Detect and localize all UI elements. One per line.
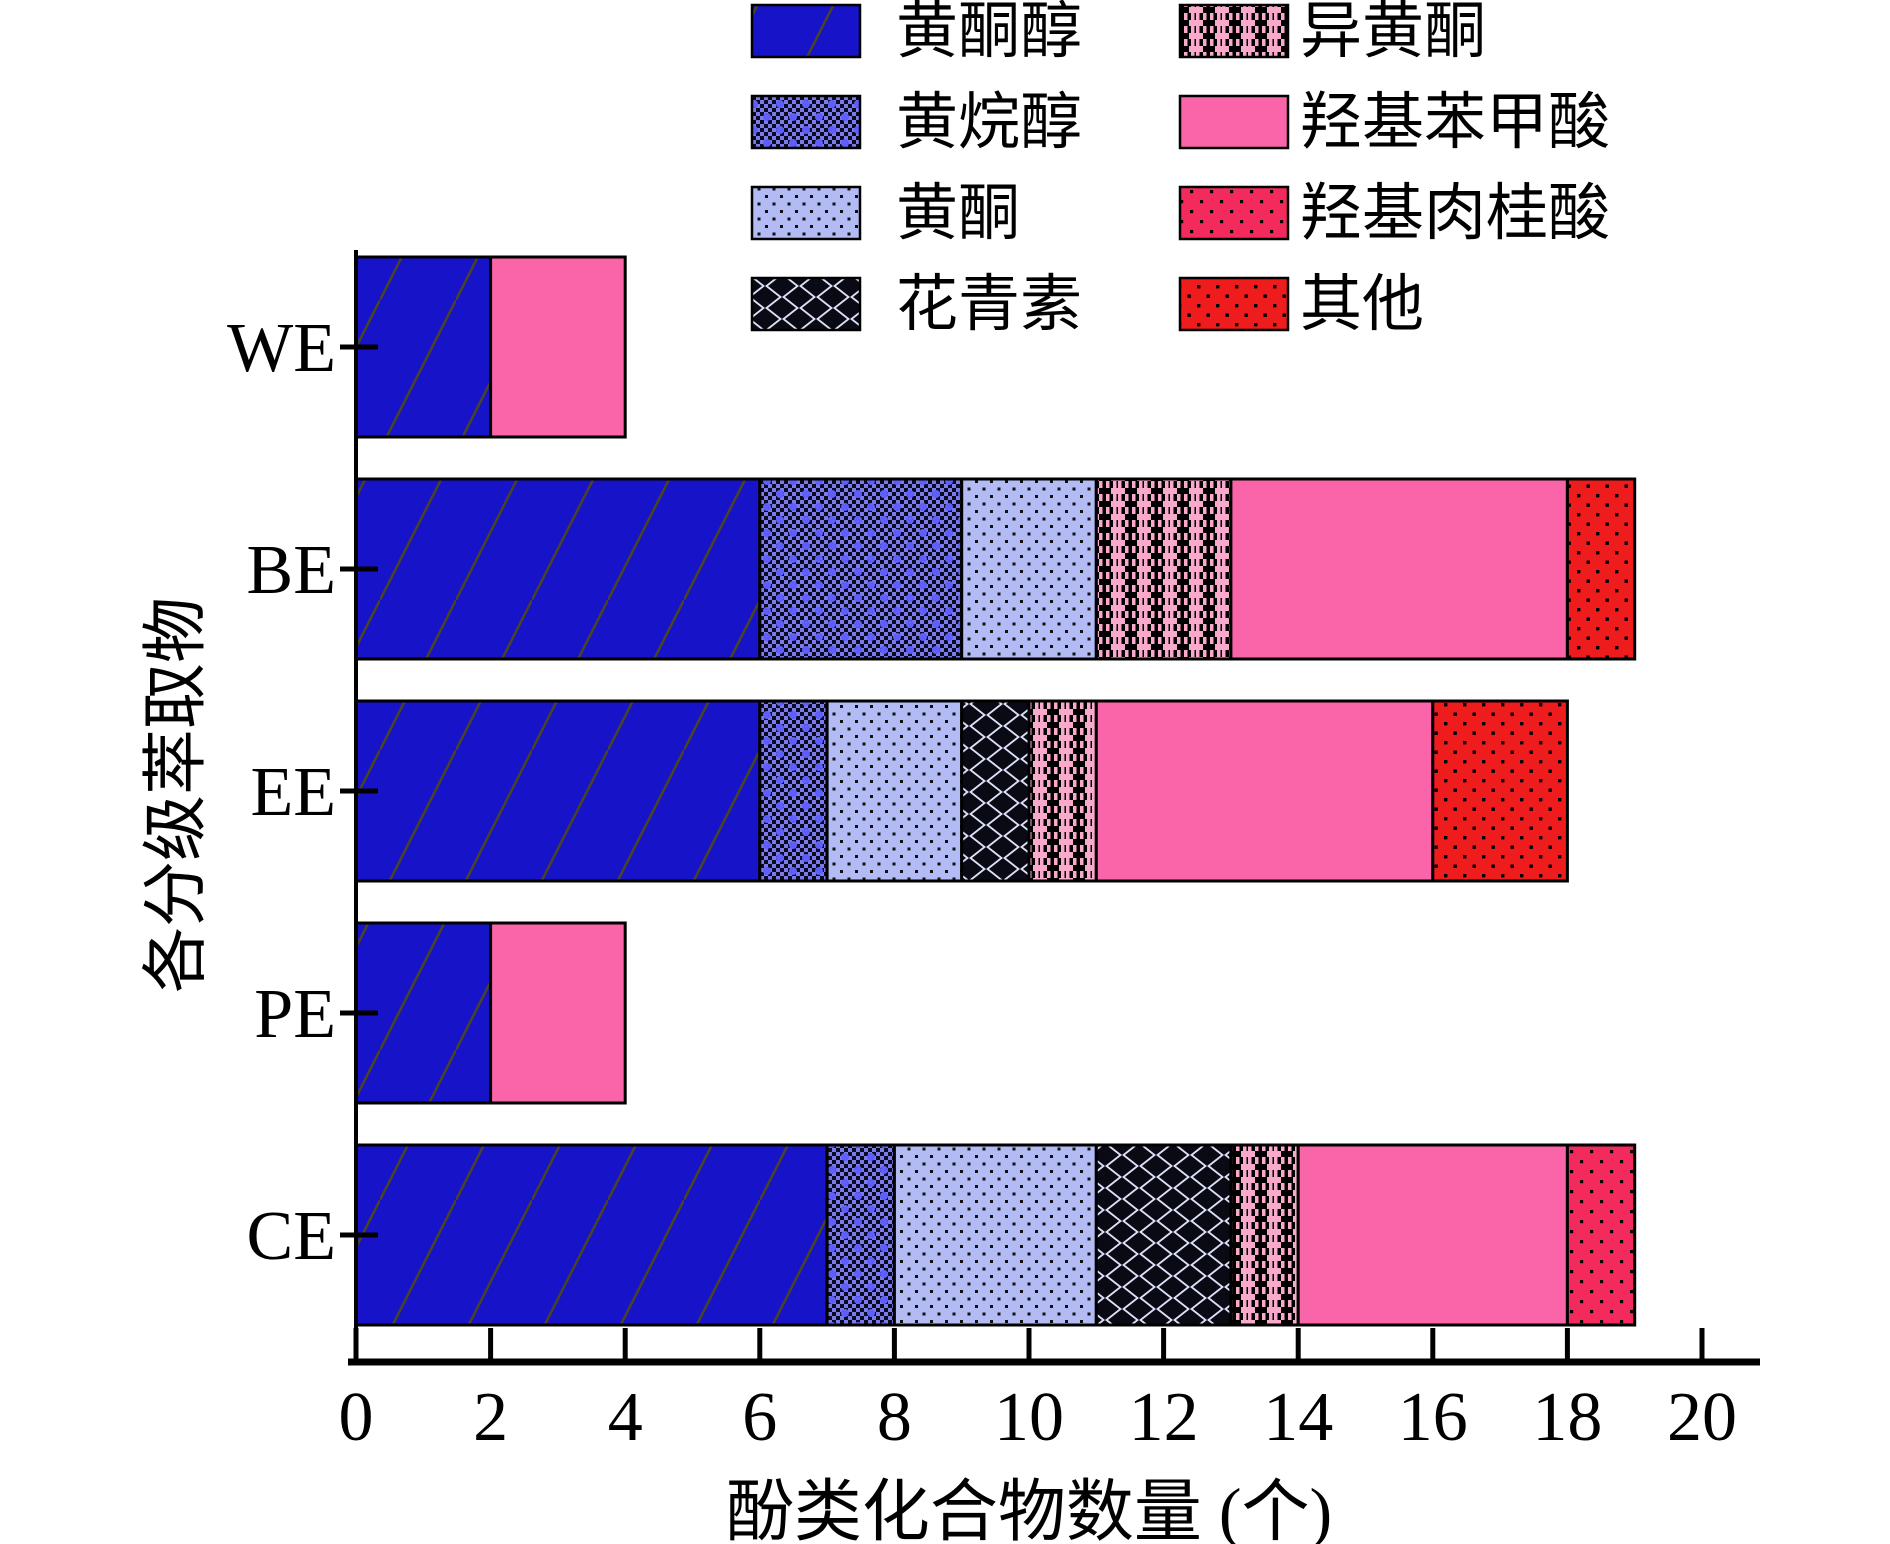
legend-swatch-other-border bbox=[1178, 276, 1290, 332]
legend-swatch-isoflavone bbox=[1180, 5, 1288, 57]
bar-segment-CE-flavonol bbox=[356, 1145, 828, 1325]
legend-label-other: 其他 bbox=[1300, 271, 1424, 339]
bar-segment-BE-flavonol bbox=[356, 479, 760, 659]
x-tick-label-6: 6 bbox=[742, 1379, 777, 1456]
bar-segment-WE-hydroxybenzoic bbox=[490, 257, 626, 437]
legend-swatch-hydroxybenzoic-border bbox=[1178, 94, 1290, 150]
bar-segment-EE-flavone bbox=[827, 701, 962, 881]
x-tick-label-20: 20 bbox=[1667, 1379, 1737, 1456]
x-tick-label-2: 2 bbox=[473, 1379, 508, 1456]
legend-label-flavanol: 黄烷醇 bbox=[896, 89, 1082, 157]
legend-swatch-hydroxybenzoic bbox=[1180, 96, 1288, 148]
legend-item-hydroxybenzoic: 羟基苯甲酸 bbox=[1178, 89, 1610, 157]
legend-item-flavonol: 黄酮醇 bbox=[750, 0, 1082, 66]
bar-segment-CE-flavanol-overlay bbox=[827, 1145, 895, 1325]
category-label-EE: EE bbox=[250, 754, 336, 831]
legend-item-flavone: 黄酮 bbox=[750, 180, 1020, 248]
legend-swatch-flavanol-overlay bbox=[752, 96, 860, 148]
legend-item-anthocyanin: 花青素 bbox=[750, 271, 1082, 339]
x-tick-label-8: 8 bbox=[877, 1379, 912, 1456]
bar-segment-PE-flavonol bbox=[356, 923, 491, 1103]
category-label-BE: BE bbox=[247, 532, 336, 609]
x-tick-label-0: 0 bbox=[339, 1379, 374, 1456]
x-tick-label-10: 10 bbox=[994, 1379, 1064, 1456]
x-tick-label-18: 18 bbox=[1532, 1379, 1602, 1456]
legend-item-isoflavone: 异黄酮 bbox=[1178, 0, 1486, 66]
legend-label-hydroxybenzoic: 羟基苯甲酸 bbox=[1300, 89, 1610, 157]
legend-item-other: 其他 bbox=[1178, 271, 1424, 339]
legend-label-flavone: 黄酮 bbox=[896, 180, 1020, 248]
bar-segment-BE-flavone bbox=[961, 479, 1097, 659]
x-axis-title: 酚类化合物数量 (个) bbox=[725, 1474, 1333, 1544]
bar-segment-BE-isoflavone bbox=[1096, 479, 1231, 659]
bar-segment-CE-anthocyanin bbox=[1096, 1145, 1231, 1325]
legend-swatch-flavone-border bbox=[750, 185, 862, 241]
x-tick-label-16: 16 bbox=[1398, 1379, 1468, 1456]
bar-segment-BE-hydroxybenzoic bbox=[1230, 479, 1568, 659]
legend-swatch-isoflavone-border bbox=[1178, 3, 1290, 59]
bar-segment-WE-hydroxybenzoic-border bbox=[489, 255, 627, 439]
legend-swatch-flavanol-border bbox=[750, 94, 862, 150]
legend-swatch-hydroxycinnamic bbox=[1180, 187, 1288, 239]
legend-swatch-other bbox=[1180, 278, 1288, 330]
legend-label-anthocyanin: 花青素 bbox=[896, 271, 1082, 339]
bar-segment-BE-other-border bbox=[1565, 477, 1637, 661]
bar-segment-PE-hydroxybenzoic-border bbox=[489, 921, 627, 1105]
bar-segment-CE-flavone bbox=[894, 1145, 1097, 1325]
legend-swatch-flavonol bbox=[752, 5, 860, 57]
bar-segment-BE-flavanol-overlay bbox=[759, 479, 962, 659]
bar-segment-EE-anthocyanin bbox=[961, 701, 1029, 881]
legend-label-flavonol: 黄酮醇 bbox=[896, 0, 1082, 66]
bar-segment-EE-other-border bbox=[1431, 699, 1569, 883]
bar-segment-CE-hydroxycinnamic bbox=[1567, 1145, 1635, 1325]
bar-segment-PE-hydroxybenzoic bbox=[490, 923, 626, 1103]
bar-segment-EE-flavanol-overlay bbox=[759, 701, 828, 881]
legend-swatch-hydroxycinnamic-border bbox=[1178, 185, 1290, 241]
legend-swatch-flavonol-border bbox=[750, 3, 862, 59]
legend-label-hydroxycinnamic: 羟基肉桂酸 bbox=[1300, 180, 1610, 248]
bar-segment-WE-flavonol bbox=[356, 257, 491, 437]
bar-segment-EE-isoflavone bbox=[1029, 701, 1097, 881]
category-label-CE: CE bbox=[247, 1198, 336, 1275]
legend-label-isoflavone: 异黄酮 bbox=[1300, 0, 1486, 66]
y-axis-title: 各分级萃取物 bbox=[140, 597, 213, 993]
x-tick-label-12: 12 bbox=[1129, 1379, 1199, 1456]
bar-segment-BE-other bbox=[1567, 479, 1635, 659]
category-label-WE: WE bbox=[227, 310, 336, 387]
x-tick-label-14: 14 bbox=[1263, 1379, 1333, 1456]
legend-swatch-anthocyanin bbox=[752, 278, 860, 330]
bar-segment-CE-hydroxycinnamic-border bbox=[1565, 1143, 1637, 1327]
bar-segment-EE-other bbox=[1432, 701, 1568, 881]
bar-segment-CE-isoflavone bbox=[1230, 1145, 1299, 1325]
bar-segment-CE-hydroxybenzoic bbox=[1298, 1145, 1568, 1325]
bar-segment-EE-flavonol bbox=[356, 701, 760, 881]
legend-swatch-anthocyanin-border bbox=[750, 276, 862, 332]
legend-swatch-flavone bbox=[752, 187, 860, 239]
legend-item-hydroxycinnamic: 羟基肉桂酸 bbox=[1178, 180, 1610, 248]
category-label-PE: PE bbox=[254, 976, 336, 1053]
bar-segment-EE-hydroxybenzoic bbox=[1096, 701, 1433, 881]
legend-item-flavanol: 黄烷醇 bbox=[750, 89, 1082, 157]
x-tick-label-4: 4 bbox=[608, 1379, 643, 1456]
